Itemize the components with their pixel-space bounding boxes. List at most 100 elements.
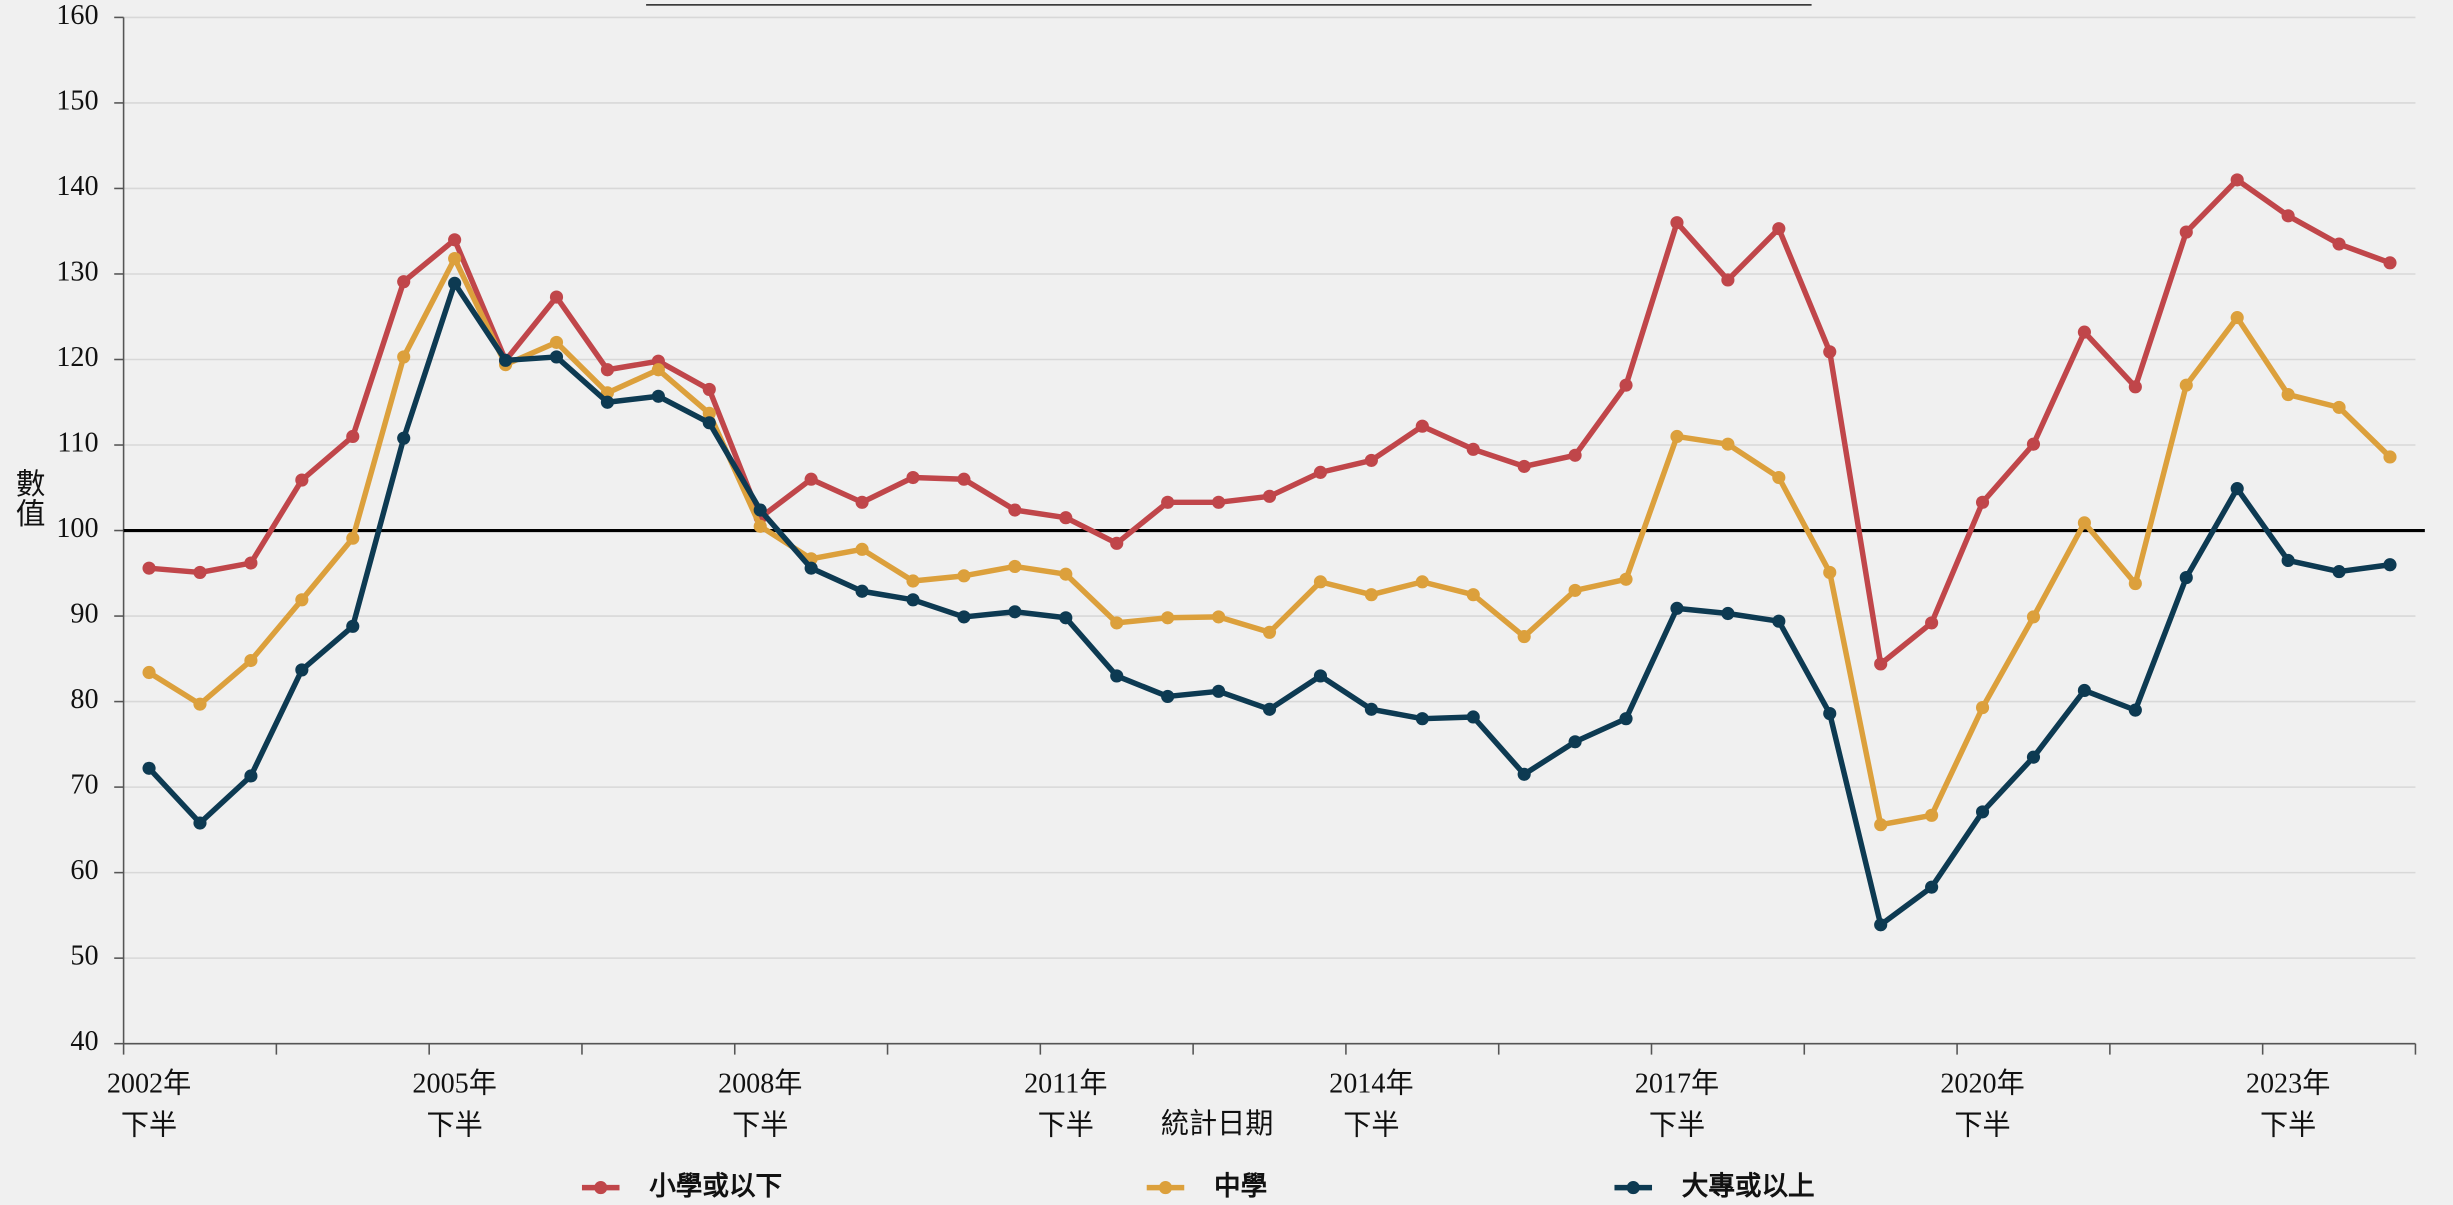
- data-point: [906, 574, 920, 588]
- data-point: [193, 816, 207, 830]
- data-point: [651, 363, 665, 377]
- data-point: [1059, 511, 1073, 525]
- y-tick-label: 60: [70, 855, 98, 886]
- data-point: [2077, 516, 2091, 530]
- data-point: [957, 472, 971, 486]
- x-tick-label: 下半: [2260, 1110, 2316, 1142]
- x-tick-label: 2005年: [412, 1067, 496, 1099]
- y-tick-label: 130: [56, 256, 98, 287]
- data-point: [804, 561, 818, 575]
- data-point: [1008, 559, 1022, 574]
- data-point: [855, 584, 869, 598]
- data-point: [2026, 750, 2041, 764]
- data-point: [1110, 616, 1124, 630]
- data-point: [1161, 689, 1175, 704]
- y-tick-label: 140: [56, 171, 98, 202]
- data-point: [397, 350, 411, 364]
- data-point: [1161, 611, 1175, 625]
- data-point: [295, 593, 309, 607]
- data-point: [448, 276, 462, 290]
- y-tick-label: 160: [56, 0, 98, 31]
- data-point: [295, 663, 309, 677]
- legend-label: 大專或以上: [1682, 1171, 1815, 1202]
- y-axis-label: 數值: [10, 468, 45, 528]
- data-point: [702, 382, 716, 396]
- data-point: [1212, 495, 1226, 509]
- data-point: [498, 353, 513, 367]
- data-point: [2026, 437, 2041, 451]
- data-point: [1262, 702, 1277, 716]
- data-point: [753, 503, 767, 517]
- data-point: [1008, 503, 1022, 517]
- data-point: [2383, 450, 2397, 464]
- legend-marker: [1626, 1181, 1640, 1195]
- data-point: [2230, 173, 2244, 187]
- data-point: [1975, 495, 1990, 509]
- data-point: [1568, 735, 1582, 749]
- data-point: [651, 389, 665, 403]
- data-point: [1212, 610, 1226, 624]
- data-point: [1568, 448, 1582, 462]
- y-tick-label: 50: [70, 941, 98, 972]
- data-point: [1772, 470, 1786, 485]
- y-tick-label: 150: [56, 85, 98, 116]
- data-point: [1313, 669, 1328, 683]
- data-point: [244, 653, 258, 668]
- data-point: [2230, 482, 2244, 496]
- data-point: [1823, 706, 1837, 721]
- data-point: [2332, 237, 2346, 251]
- data-point: [957, 569, 971, 583]
- data-point: [906, 593, 920, 607]
- data-point: [702, 416, 716, 430]
- data-point: [2179, 571, 2193, 585]
- data-point: [2128, 380, 2142, 394]
- x-tick-label: 2020年: [1940, 1067, 2024, 1099]
- data-point: [1415, 419, 1429, 433]
- data-point: [1415, 712, 1429, 726]
- data-point: [1975, 700, 1990, 715]
- data-point: [2332, 400, 2346, 414]
- data-point: [2281, 387, 2295, 402]
- data-point: [2179, 378, 2193, 392]
- data-point: [2077, 325, 2091, 339]
- data-point: [1721, 606, 1735, 621]
- data-point: [855, 542, 869, 556]
- data-point: [1568, 583, 1582, 597]
- data-point: [193, 565, 207, 580]
- data-point: [346, 619, 360, 633]
- data-point: [1975, 805, 1990, 819]
- data-point: [1670, 429, 1684, 444]
- data-point: [193, 697, 207, 711]
- data-point: [2128, 703, 2142, 717]
- data-point: [2383, 256, 2397, 270]
- y-tick-label: 120: [56, 342, 98, 373]
- data-point: [1008, 605, 1022, 619]
- data-point: [346, 429, 360, 444]
- x-tick-label: 下半: [1954, 1110, 2010, 1142]
- data-point: [2281, 553, 2295, 568]
- data-point: [1262, 489, 1277, 503]
- data-point: [1212, 684, 1226, 698]
- data-point: [1313, 575, 1328, 589]
- x-tick-label: 下半: [426, 1110, 482, 1142]
- data-point: [1670, 601, 1684, 615]
- y-tick-label: 90: [70, 599, 98, 630]
- data-point: [1466, 710, 1480, 724]
- data-point: [1619, 572, 1633, 586]
- data-point: [1364, 453, 1378, 467]
- x-tick-label: 下半: [732, 1110, 788, 1142]
- y-tick-label: 70: [70, 770, 98, 801]
- data-point: [549, 350, 564, 364]
- data-point: [906, 470, 920, 485]
- data-point: [1110, 536, 1124, 550]
- data-point: [397, 275, 411, 289]
- data-point: [957, 610, 971, 624]
- x-tick-label: 2011年: [1024, 1067, 1107, 1099]
- legend-marker: [594, 1181, 608, 1195]
- data-point: [1161, 495, 1175, 509]
- data-point: [244, 556, 258, 570]
- x-tick-label: 下半: [1038, 1110, 1094, 1142]
- x-tick-label: 下半: [1343, 1110, 1399, 1142]
- data-point: [2230, 311, 2244, 325]
- legend-label: 小學或以下: [649, 1171, 782, 1202]
